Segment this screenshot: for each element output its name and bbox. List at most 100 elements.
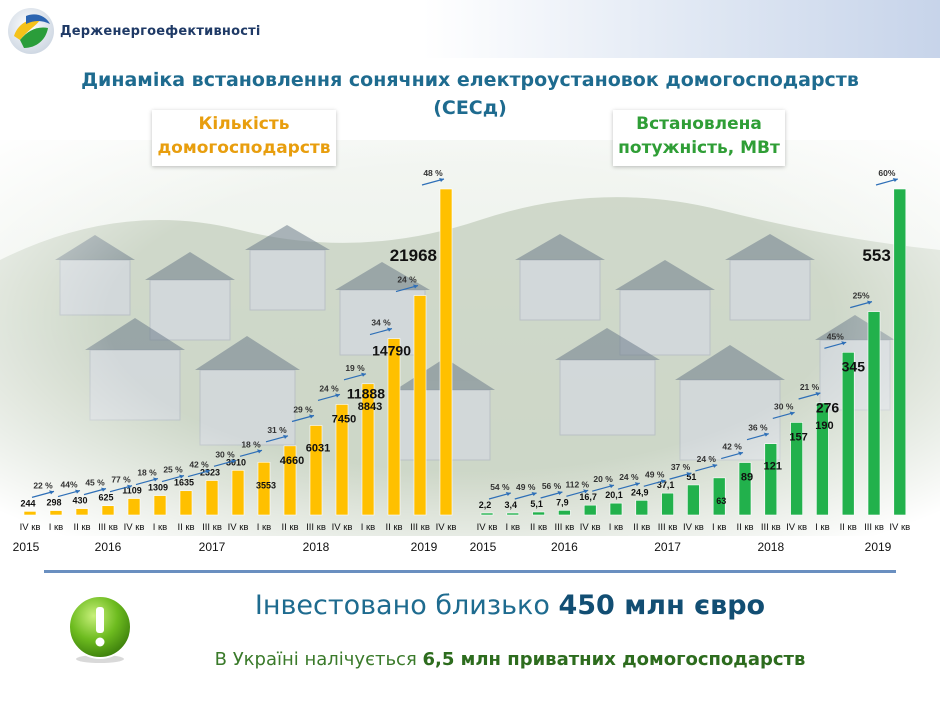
year-label: 2017 bbox=[654, 540, 681, 554]
value-label: 4660 bbox=[280, 455, 304, 467]
exclamation-circle-icon bbox=[64, 593, 136, 665]
growth-label: 42 % bbox=[189, 460, 209, 470]
year-label: 2019 bbox=[865, 540, 892, 554]
quarter-label: I кв bbox=[506, 522, 520, 533]
growth-label: 60% bbox=[878, 168, 895, 178]
year-label: 2016 bbox=[95, 540, 122, 554]
quarter-label: II кв bbox=[73, 522, 90, 533]
value-label: 276 bbox=[816, 399, 840, 415]
value-label: 51 bbox=[686, 472, 696, 482]
quarter-label: IV кв bbox=[124, 522, 145, 533]
quarter-label: II кв bbox=[530, 522, 547, 533]
bar bbox=[506, 512, 520, 516]
quarter-label: I кв bbox=[257, 522, 271, 533]
bar bbox=[738, 462, 752, 516]
quarter-label: IV кв bbox=[228, 522, 249, 533]
quarter-label: III кв bbox=[864, 522, 884, 533]
arrow-head bbox=[205, 469, 210, 474]
arrow-head bbox=[49, 490, 54, 495]
value-label: 2,2 bbox=[479, 500, 492, 510]
quarter-label: II кв bbox=[177, 522, 194, 533]
quarter-label: II кв bbox=[633, 522, 650, 533]
arrow-head bbox=[634, 482, 640, 487]
bar bbox=[661, 492, 674, 516]
bar bbox=[75, 508, 89, 516]
value-label: 3010 bbox=[226, 457, 246, 467]
value-label: 8843 bbox=[358, 401, 382, 413]
value-label: 20,1 bbox=[605, 490, 623, 500]
quarter-label: IV кв bbox=[683, 522, 704, 533]
value-label: 7,9 bbox=[556, 497, 569, 507]
quarter-label: IV кв bbox=[332, 522, 353, 533]
quarter-label: III кв bbox=[658, 522, 678, 533]
arrow-head bbox=[153, 477, 158, 482]
growth-label: 34 % bbox=[371, 318, 391, 328]
bar bbox=[609, 502, 623, 516]
arrow-head bbox=[660, 479, 666, 484]
bar bbox=[101, 505, 115, 516]
value-label: 16,7 bbox=[579, 492, 597, 502]
investment-value: 450 млн євро bbox=[558, 590, 766, 621]
value-label: 625 bbox=[98, 493, 113, 503]
bar bbox=[283, 445, 297, 516]
arrow-head bbox=[413, 284, 418, 289]
value-label: 430 bbox=[72, 496, 87, 506]
households-value: 6,5 млн приватних домогосподарств bbox=[422, 649, 806, 670]
growth-label: 49 % bbox=[645, 469, 665, 479]
title-line-2: (СЕСд) bbox=[433, 97, 507, 119]
value-label: 5,1 bbox=[530, 499, 543, 509]
year-label: 2018 bbox=[757, 540, 784, 554]
arrow-head bbox=[815, 391, 821, 396]
growth-label: 20 % bbox=[593, 474, 613, 484]
growth-label: 24 % bbox=[319, 383, 339, 393]
arrow-head bbox=[439, 178, 444, 182]
growth-label: 54 % bbox=[490, 482, 510, 492]
year-label: 2019 bbox=[411, 540, 438, 554]
arrow-head bbox=[387, 327, 392, 332]
value-label: 121 bbox=[764, 461, 782, 473]
arrow-head bbox=[609, 484, 614, 489]
quarter-label: IV кв bbox=[889, 522, 910, 533]
growth-label: 45 % bbox=[85, 478, 105, 488]
capacity-chart-title: Встановлена потужність, МВт bbox=[613, 110, 785, 166]
growth-label: 24 % bbox=[619, 472, 639, 482]
quarter-label: III кв bbox=[98, 522, 118, 533]
growth-label: 45% bbox=[827, 331, 844, 341]
title-line-1: Динаміка встановлення сонячних електроус… bbox=[81, 69, 859, 91]
quarter-label: I кв bbox=[153, 522, 167, 533]
arrow-head bbox=[127, 484, 132, 489]
growth-label: 25 % bbox=[163, 465, 183, 475]
value-label: 89 bbox=[741, 472, 753, 484]
quarter-label: III кв bbox=[555, 522, 575, 533]
year-label: 2017 bbox=[199, 540, 226, 554]
value-label: 21968 bbox=[390, 246, 437, 265]
growth-label: 30 % bbox=[215, 449, 235, 459]
households-statement: В Україні налічується 6,5 млн приватних … bbox=[120, 649, 900, 670]
bar bbox=[439, 188, 453, 516]
year-label: 2018 bbox=[303, 540, 330, 554]
arrow-head bbox=[75, 489, 80, 494]
bar bbox=[335, 404, 349, 516]
bar bbox=[179, 490, 193, 516]
arrow-head bbox=[361, 372, 366, 377]
growth-label: 42 % bbox=[722, 442, 742, 452]
arrow-head bbox=[257, 449, 262, 454]
growth-label: 44% bbox=[60, 480, 77, 490]
page-title: Динаміка встановлення сонячних електроус… bbox=[40, 66, 900, 122]
arrow-head bbox=[686, 472, 692, 477]
bar bbox=[712, 477, 726, 516]
quarter-label: IV кв bbox=[20, 522, 41, 533]
quarter-label: II кв bbox=[736, 522, 753, 533]
bar bbox=[361, 383, 375, 516]
arrow-head bbox=[557, 490, 563, 495]
quarter-label: I кв bbox=[712, 522, 726, 533]
growth-label: 37 % bbox=[671, 462, 691, 472]
bar bbox=[532, 511, 545, 516]
year-label: 2015 bbox=[13, 540, 40, 554]
arrow-head bbox=[179, 474, 184, 479]
growth-label: 112 % bbox=[565, 479, 589, 489]
arrow-head bbox=[505, 492, 511, 496]
quarter-label: I кв bbox=[49, 522, 63, 533]
growth-label: 25% bbox=[853, 291, 870, 301]
quarter-label: II кв bbox=[840, 522, 857, 533]
